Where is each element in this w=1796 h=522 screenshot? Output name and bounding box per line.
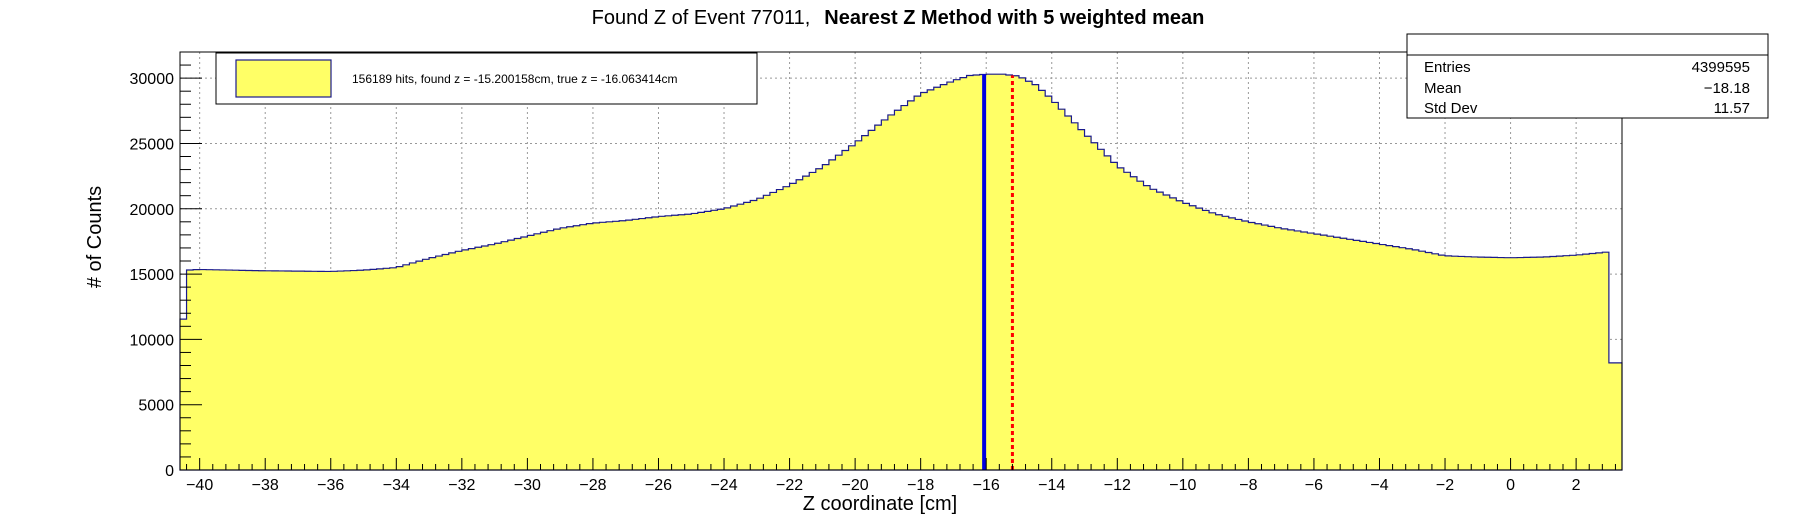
y-tick-label: 20000 — [130, 202, 175, 219]
x-tick-label: −20 — [842, 477, 869, 494]
stats-std-label: Std Dev — [1424, 100, 1478, 117]
x-tick-label: −28 — [579, 477, 606, 494]
x-tick-label: −2 — [1436, 477, 1454, 494]
x-tick-label: −22 — [776, 477, 803, 494]
y-tick-label: 10000 — [130, 332, 175, 349]
y-tick-label: 0 — [165, 463, 174, 480]
stats-mean-label: Mean — [1424, 80, 1462, 97]
x-axis-title: Z coordinate [cm] — [803, 493, 958, 515]
legend: 156189 hits, found z = -15.200158cm, tru… — [215, 52, 758, 105]
y-tick-label: 25000 — [130, 136, 175, 153]
x-tick-label: −12 — [1104, 477, 1131, 494]
x-tick-label: −36 — [317, 477, 344, 494]
chart-title-prefix: Found Z of Event 77011, — [592, 7, 811, 29]
x-tick-label: −34 — [383, 477, 410, 494]
stats-std-value: 11.57 — [1714, 100, 1750, 117]
marker-lines — [982, 74, 1014, 470]
x-tick-label: −6 — [1305, 477, 1323, 494]
stats-frame — [1406, 33, 1769, 119]
x-tick-label: −32 — [448, 477, 475, 494]
chart-title-bold: Nearest Z Method with 5 weighted mean — [824, 7, 1204, 29]
stats-entries-label: Entries — [1424, 59, 1471, 76]
y-tick-label: 15000 — [130, 267, 175, 284]
x-tick-label: 2 — [1572, 477, 1581, 494]
stats-mean-value: −18.18 — [1704, 80, 1750, 97]
x-tick-label: −24 — [710, 477, 737, 494]
x-tick-label: −40 — [186, 477, 213, 494]
x-tick-label: 0 — [1506, 477, 1515, 494]
x-tick-label: −38 — [252, 477, 279, 494]
chart-title: Found Z of Event 77011, Nearest Z Method … — [592, 7, 1205, 29]
y-tick-label: 30000 — [130, 71, 175, 88]
y-tick-label: 5000 — [138, 398, 174, 415]
x-tick-label: −16 — [973, 477, 1000, 494]
legend-swatch — [235, 59, 332, 98]
histogram-layer — [179, 73, 1623, 471]
y-axis-title: # of Counts — [84, 186, 106, 288]
x-tick-label: −18 — [907, 477, 934, 494]
x-tick-label: −10 — [1169, 477, 1196, 494]
x-tick-label: −30 — [514, 477, 541, 494]
x-tick-label: −26 — [645, 477, 672, 494]
x-tick-label: −4 — [1370, 477, 1388, 494]
stats-box: Entries 4399595 Mean −18.18 Std Dev 11.5… — [1406, 33, 1769, 119]
stats-entries-value: 4399595 — [1692, 59, 1750, 76]
x-tick-label: −14 — [1038, 477, 1065, 494]
legend-label: 156189 hits, found z = -15.200158cm, tru… — [352, 72, 678, 86]
axes-layer: −40 −38 −36 −34 −32 −30 −28 −26 −24 −22 −20 −18 −16−… — [130, 51, 1623, 494]
histogram-bars — [179, 73, 1623, 471]
x-tick-label: −8 — [1239, 477, 1257, 494]
